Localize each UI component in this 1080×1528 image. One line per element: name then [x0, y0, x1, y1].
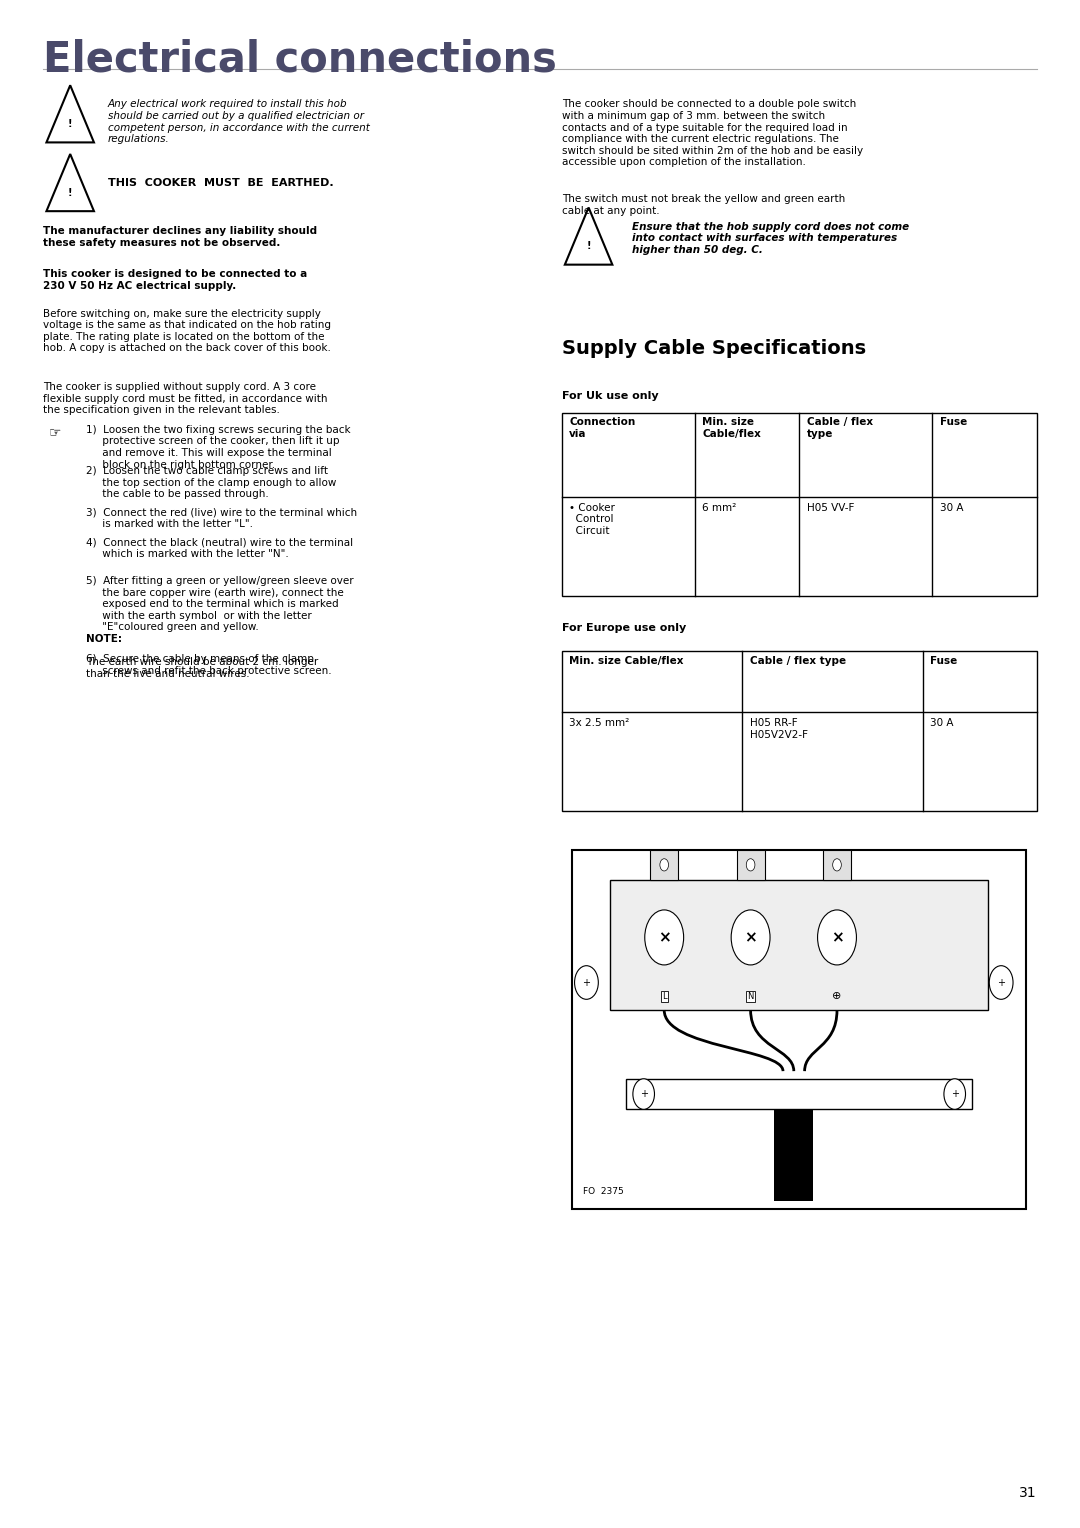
Circle shape	[818, 911, 856, 966]
Text: 1)  Loosen the two fixing screws securing the back
     protective screen of the: 1) Loosen the two fixing screws securing…	[86, 425, 351, 469]
Bar	[650, 850, 678, 880]
Text: ⊕: ⊕	[833, 990, 841, 1001]
Circle shape	[833, 859, 841, 871]
Text: FO  2375: FO 2375	[583, 1187, 624, 1196]
Text: Any electrical work required to install this hob
should be carried out by a qual: Any electrical work required to install …	[108, 99, 369, 144]
Text: +: +	[639, 1089, 648, 1099]
Text: H05 VV-F: H05 VV-F	[807, 503, 854, 513]
Text: Fuse: Fuse	[930, 656, 958, 666]
Text: For Uk use only: For Uk use only	[562, 391, 658, 402]
Text: 30 A: 30 A	[930, 718, 954, 729]
Text: !: !	[68, 119, 72, 128]
Text: 2)  Loosen the two cable clamp screws and lift
     the top section of the clamp: 2) Loosen the two cable clamp screws and…	[86, 466, 337, 500]
Bar	[626, 1079, 972, 1109]
Text: For Europe use only: For Europe use only	[562, 623, 686, 634]
Text: Cable / flex type: Cable / flex type	[750, 656, 846, 666]
Circle shape	[633, 1079, 654, 1109]
Text: Supply Cable Specifications: Supply Cable Specifications	[562, 339, 866, 358]
Bar	[737, 850, 765, 880]
Text: Connection
via: Connection via	[569, 417, 635, 439]
Text: !: !	[586, 241, 591, 251]
Text: +: +	[582, 978, 591, 987]
Text: ☞: ☞	[49, 425, 62, 439]
Text: ×: ×	[831, 931, 843, 944]
Text: Min. size Cable/flex: Min. size Cable/flex	[569, 656, 684, 666]
Circle shape	[645, 911, 684, 966]
Text: 31: 31	[1020, 1487, 1037, 1500]
Bar	[610, 880, 988, 1010]
Text: 5)  After fitting a green or yellow/green sleeve over
     the bare copper wire : 5) After fitting a green or yellow/green…	[86, 576, 354, 633]
Text: The manufacturer declines any liability should
these safety measures not be obse: The manufacturer declines any liability …	[43, 226, 318, 248]
Circle shape	[989, 966, 1013, 999]
Text: +: +	[950, 1089, 959, 1099]
Text: The cooker should be connected to a double pole switch
with a minimum gap of 3 m: The cooker should be connected to a doub…	[562, 99, 863, 168]
Circle shape	[746, 859, 755, 871]
Text: THIS  COOKER  MUST  BE  EARTHED.: THIS COOKER MUST BE EARTHED.	[108, 179, 334, 188]
Text: The cooker is supplied without supply cord. A 3 core
flexible supply cord must b: The cooker is supplied without supply co…	[43, 382, 327, 416]
Text: N: N	[747, 992, 754, 1001]
Text: L: L	[662, 992, 666, 1001]
Text: !: !	[68, 188, 72, 197]
Circle shape	[944, 1079, 966, 1109]
Text: Ensure that the hob supply cord does not come
into contact with surfaces with te: Ensure that the hob supply cord does not…	[632, 222, 909, 255]
Text: This cooker is designed to be connected to a
230 V 50 Hz AC electrical supply.: This cooker is designed to be connected …	[43, 269, 308, 290]
Bar	[774, 1109, 813, 1201]
Text: The switch must not break the yellow and green earth
cable at any point.: The switch must not break the yellow and…	[562, 194, 845, 215]
Text: Fuse: Fuse	[940, 417, 967, 428]
Text: Electrical connections: Electrical connections	[43, 38, 557, 79]
Circle shape	[575, 966, 598, 999]
Text: • Cooker
  Control
  Circuit: • Cooker Control Circuit	[569, 503, 615, 536]
Text: 3x 2.5 mm²: 3x 2.5 mm²	[569, 718, 630, 729]
Bar	[823, 850, 851, 880]
Text: Before switching on, make sure the electricity supply
voltage is the same as tha: Before switching on, make sure the elect…	[43, 309, 332, 353]
Text: 4)  Connect the black (neutral) wire to the terminal
     which is marked with t: 4) Connect the black (neutral) wire to t…	[86, 538, 353, 559]
Text: 3)  Connect the red (live) wire to the terminal which
     is marked with the le: 3) Connect the red (live) wire to the te…	[86, 507, 357, 529]
Text: NOTE:: NOTE:	[86, 634, 122, 645]
Text: ×: ×	[658, 931, 671, 944]
Text: H05 RR-F
H05V2V2-F: H05 RR-F H05V2V2-F	[750, 718, 808, 740]
Text: Min. size
Cable/flex: Min. size Cable/flex	[702, 417, 761, 439]
Text: Cable / flex
type: Cable / flex type	[807, 417, 873, 439]
Circle shape	[731, 911, 770, 966]
Text: 30 A: 30 A	[940, 503, 963, 513]
Text: The earth wire should be about 2 cm. longer
than the live and neutral wires.: The earth wire should be about 2 cm. lon…	[86, 657, 319, 678]
Text: 6)  Secure the cable by means of the clamp
     screws and refit the back protec: 6) Secure the cable by means of the clam…	[86, 654, 332, 675]
Text: +: +	[997, 978, 1005, 987]
Text: ×: ×	[744, 931, 757, 944]
Circle shape	[660, 859, 669, 871]
Text: 6 mm²: 6 mm²	[702, 503, 737, 513]
